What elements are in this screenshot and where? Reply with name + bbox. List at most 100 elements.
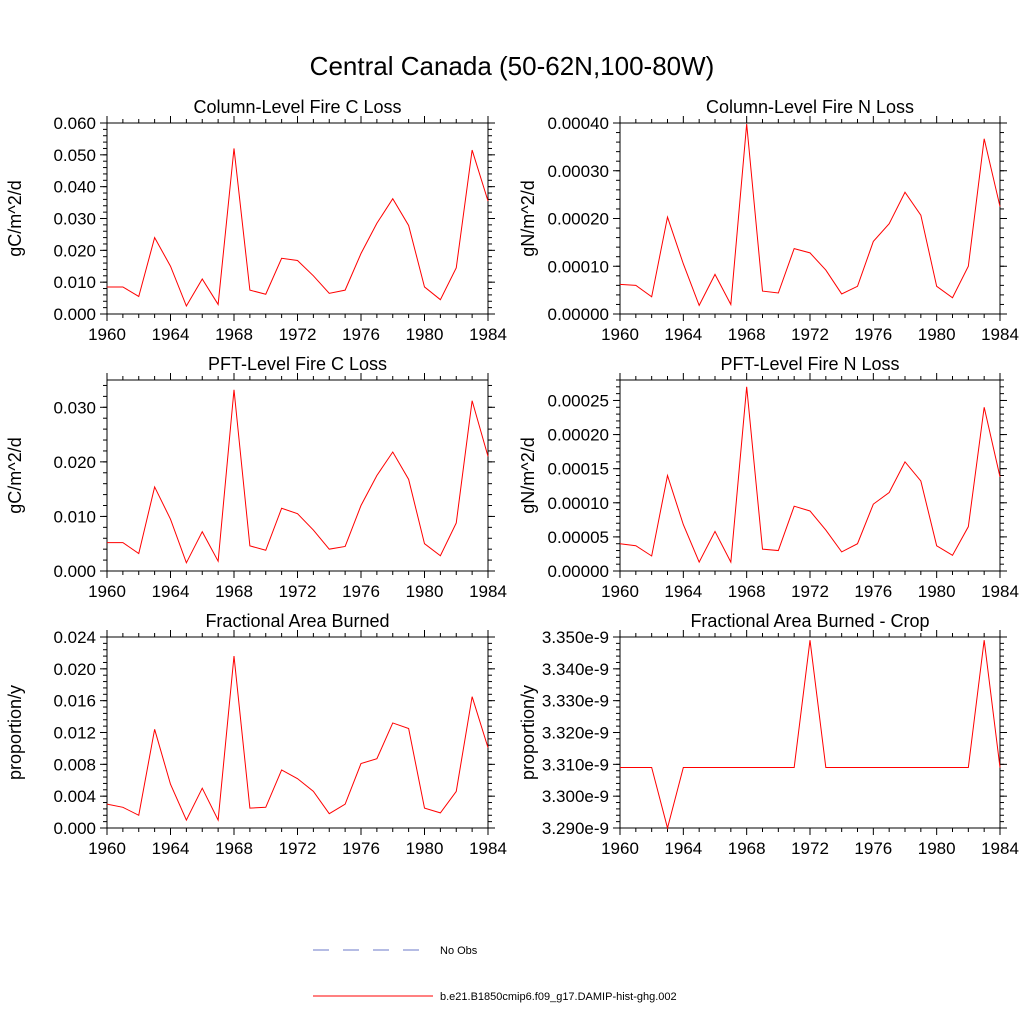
panel-3: PFT-Level Fire C Loss gC/m^2/d 1960 1964 196… [5,354,507,601]
x-tick-label: 1964 [664,325,702,344]
x-tick-label: 1980 [918,582,956,601]
panels: Column-Level Fire C Loss gC/m^2/d 1960 1964… [5,97,1019,858]
y-tick-label: 0.020 [53,453,96,472]
panel-5: Fractional Area Burned proportion/y 1960 19… [5,611,507,858]
plot-frame [619,379,1001,572]
x-tick-label: 1972 [791,582,829,601]
y-tick-label: 0.020 [53,241,96,260]
panel-title: Fractional Area Burned - Crop [690,611,929,631]
y-tick-label: 0.00000 [548,562,609,581]
panel-title: Fractional Area Burned [205,611,389,631]
y-tick-label: 0.030 [53,398,96,417]
y-axis-label: gN/m^2/d [518,437,538,513]
x-tick-label: 1964 [664,582,702,601]
plot-frame [106,379,489,572]
y-tick-label: 0.060 [53,114,96,133]
x-tick-label: 1960 [88,839,126,858]
y-tick-label: 0.010 [53,507,96,526]
x-tick-label: 1972 [279,582,317,601]
plot-frame [106,122,489,315]
x-tick-label: 1976 [854,582,892,601]
x-tick-label: 1984 [981,582,1019,601]
plot-frame [619,636,1001,829]
x-tick-label: 1968 [215,839,253,858]
x-tick-label: 1976 [854,839,892,858]
x-tick-label: 1984 [981,839,1019,858]
y-tick-label: 0.000 [53,562,96,581]
x-tick-label: 1976 [342,325,380,344]
plot-frame [106,636,489,829]
x-tick-label: 1976 [854,325,892,344]
x-tick-label: 1964 [152,325,190,344]
y-axis-label: gC/m^2/d [5,180,25,256]
x-tick-label: 1980 [918,325,956,344]
x-tick-label: 1960 [601,325,639,344]
y-tick-label: 0.00020 [548,210,609,229]
x-tick-label: 1964 [152,582,190,601]
y-tick-label: 0.00000 [548,305,609,324]
panel-4: PFT-Level Fire N Loss gN/m^2/d 1960 1964 196… [518,354,1019,601]
y-tick-label: 0.00030 [548,162,609,181]
x-tick-label: 1960 [88,582,126,601]
series-line [620,640,1001,830]
y-tick-label: 0.010 [53,273,96,292]
y-tick-label: 0.030 [53,210,96,229]
panel-title: PFT-Level Fire C Loss [208,354,387,374]
y-tick-label: 3.310e-9 [542,755,609,774]
panel-title: Column-Level Fire N Loss [706,97,914,117]
y-axis-label: gN/m^2/d [518,180,538,256]
y-tick-label: 3.320e-9 [542,724,609,743]
y-tick-label: 0.00010 [548,257,609,276]
x-tick-label: 1968 [215,582,253,601]
y-tick-label: 0.024 [53,628,96,647]
y-axis-label: proportion/y [518,685,538,780]
x-tick-label: 1972 [279,325,317,344]
x-tick-label: 1968 [728,582,766,601]
x-tick-label: 1984 [981,325,1019,344]
y-tick-label: 0.00005 [548,528,609,547]
panel-title: PFT-Level Fire N Loss [720,354,899,374]
x-tick-label: 1968 [728,325,766,344]
x-tick-label: 1984 [469,325,507,344]
y-tick-label: 0.050 [53,146,96,165]
x-tick-label: 1980 [918,839,956,858]
y-tick-label: 3.350e-9 [542,628,609,647]
x-tick-label: 1972 [791,325,829,344]
x-tick-label: 1968 [215,325,253,344]
x-tick-label: 1976 [342,582,380,601]
series-line [619,386,1001,564]
y-tick-label: 0.040 [53,178,96,197]
y-tick-label: 0.00040 [548,114,609,133]
y-tick-label: 3.300e-9 [542,787,609,806]
panel-1: Column-Level Fire C Loss gC/m^2/d 1960 1964… [5,97,507,344]
x-tick-label: 1972 [279,839,317,858]
y-tick-label: 0.008 [53,755,96,774]
x-tick-label: 1972 [791,839,829,858]
x-tick-label: 1980 [406,325,444,344]
series-line [619,123,1001,307]
x-tick-label: 1964 [664,839,702,858]
plot-frame [619,122,1001,315]
panel-6: Fractional Area Burned - Crop proportion/… [518,611,1019,858]
y-tick-label: 3.330e-9 [542,692,609,711]
x-tick-label: 1980 [406,839,444,858]
x-tick-label: 1960 [601,839,639,858]
panel-2: Column-Level Fire N Loss gN/m^2/d 1960 1964… [518,97,1019,344]
figure-title: Central Canada (50-62N,100-80W) [310,51,715,81]
x-tick-label: 1960 [88,325,126,344]
y-axis-label: proportion/y [5,685,25,780]
y-axis-label: gC/m^2/d [5,437,25,513]
x-tick-label: 1960 [601,582,639,601]
x-tick-label: 1976 [342,839,380,858]
legend-label-model: b.e21.B1850cmip6.f09_g17.DAMIP-hist-ghg.… [440,991,677,1003]
series-line [107,148,489,308]
y-tick-label: 0.00015 [548,460,609,479]
x-tick-label: 1968 [728,839,766,858]
y-tick-label: 3.290e-9 [542,819,609,838]
y-tick-label: 0.012 [53,724,96,743]
x-tick-label: 1984 [469,582,507,601]
x-tick-label: 1980 [406,582,444,601]
y-tick-label: 0.00025 [548,391,609,410]
panel-title: Column-Level Fire C Loss [193,97,401,117]
